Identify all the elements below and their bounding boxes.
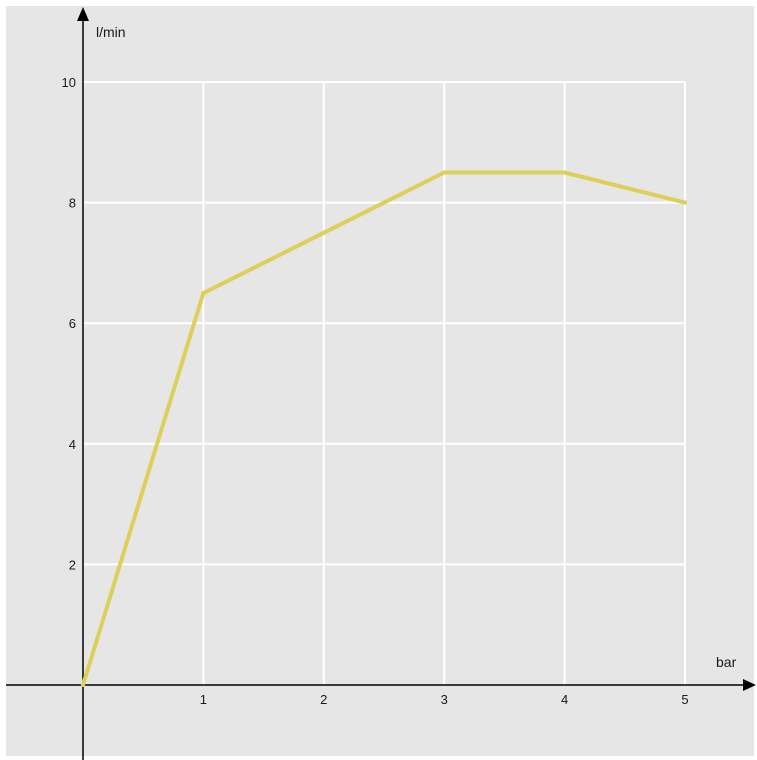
- data-point: [442, 170, 447, 175]
- data-point: [683, 200, 687, 205]
- y-tick-label: 6: [69, 316, 76, 331]
- x-tick-label: 4: [561, 692, 568, 707]
- series-group: [81, 170, 687, 687]
- tick-labels: 1 2 3 4 5 2 4 6 8 10: [62, 75, 689, 707]
- plot-background: [6, 6, 754, 756]
- data-point: [201, 291, 206, 296]
- y-axis-arrow-icon: [77, 7, 89, 21]
- y-tick-label: 10: [62, 75, 76, 90]
- series-line: [81, 170, 687, 687]
- x-axis-arrow-icon: [743, 679, 756, 691]
- y-tick-label: 8: [69, 196, 76, 211]
- x-tick-label: 5: [681, 692, 688, 707]
- y-tick-label: 4: [69, 437, 76, 452]
- y-tick-label: 2: [69, 557, 76, 572]
- x-axis-label: bar: [716, 654, 737, 670]
- axes: [6, 7, 756, 760]
- data-point: [81, 683, 85, 687]
- data-point: [321, 230, 326, 235]
- data-point: [562, 170, 567, 175]
- y-axis-label: l/min: [96, 24, 126, 40]
- x-tick-label: 3: [441, 692, 448, 707]
- x-tick-label: 2: [320, 692, 327, 707]
- x-tick-label: 1: [200, 692, 207, 707]
